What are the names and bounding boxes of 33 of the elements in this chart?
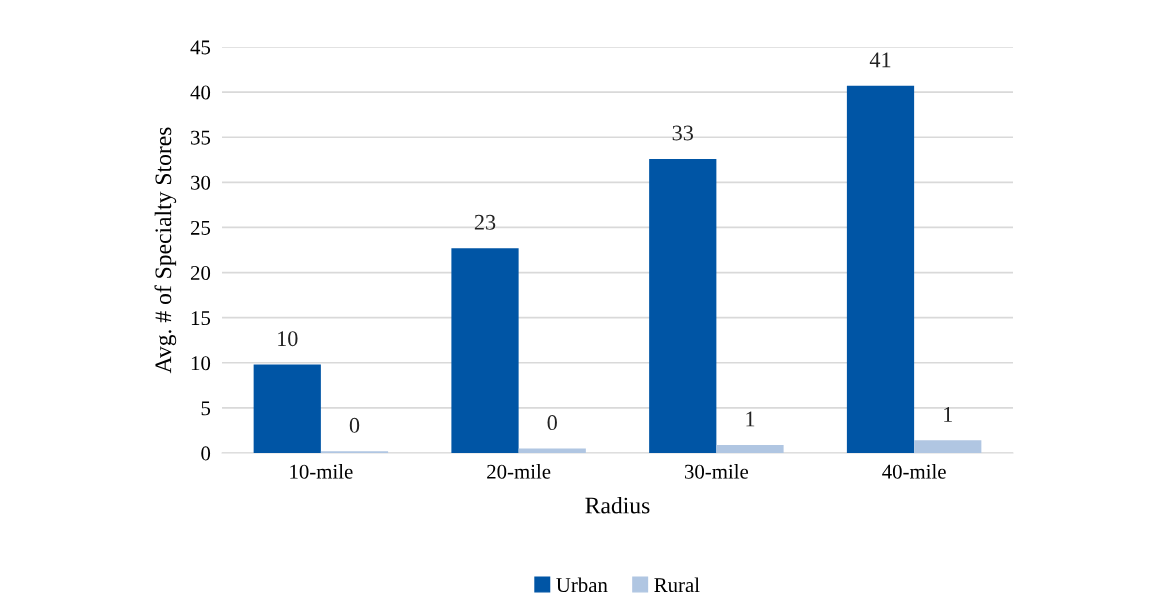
bar: [518, 448, 586, 453]
data-label: 1: [944, 407, 952, 422]
data-label: 23: [474, 214, 496, 230]
legend-label: Rural: [654, 577, 700, 593]
y-tick-label: 30: [191, 175, 211, 190]
data-label: 1: [746, 411, 755, 427]
data-label: 33: [672, 125, 693, 141]
bar: [253, 364, 321, 453]
y-tick-label: 45: [190, 40, 211, 55]
y-tick-label: 20: [190, 265, 211, 280]
y-tick-label: 25: [190, 220, 211, 235]
y-tick-label: 10: [191, 356, 211, 371]
data-label: 0: [547, 415, 557, 431]
y-tick-label: 5: [201, 401, 211, 416]
data-label: 41: [869, 52, 891, 68]
x-tick-label: 30-mile: [684, 464, 749, 479]
data-label: 10: [278, 331, 298, 347]
bar: [846, 85, 915, 453]
y-tick-label: 15: [191, 311, 211, 326]
x-tick-label: 40-mile: [882, 464, 946, 479]
bar: [649, 158, 717, 453]
legend-label: Urban: [556, 577, 608, 593]
y-tick-label: 40: [190, 85, 211, 100]
x-axis-title: Radius: [585, 496, 650, 514]
x-tick-label: 20-mile: [487, 464, 551, 479]
y-axis-title: Avg. # of Specialty Stores: [154, 127, 177, 374]
x-tick-label: 10-mile: [290, 464, 353, 479]
bar: [914, 440, 982, 453]
y-tick-label: 0: [201, 446, 211, 461]
bar: [716, 444, 784, 453]
y-tick-label: 35: [191, 130, 211, 145]
bar: [451, 248, 519, 453]
data-label: 0: [349, 417, 360, 433]
